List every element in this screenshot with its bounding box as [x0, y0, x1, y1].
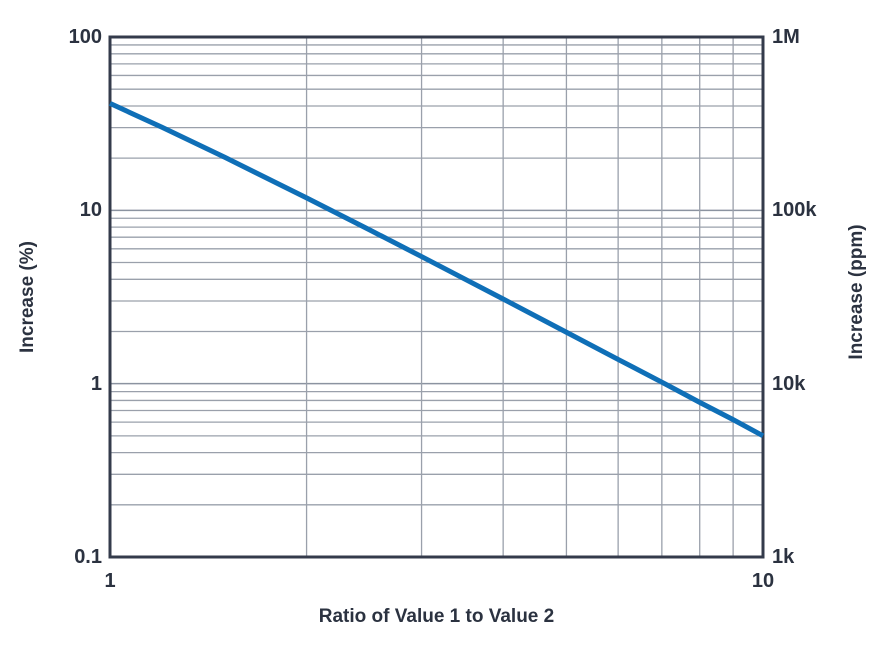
- left-axis-tick-label: 10: [79, 199, 102, 221]
- left-axis-tick-label: 1: [90, 373, 102, 395]
- right-axis-tick-label: 1M: [772, 26, 800, 48]
- right-axis-tick-label: 100k: [772, 199, 817, 221]
- left-axis-tick-label: 100: [68, 26, 102, 48]
- right-axis-tick-label: 10k: [772, 373, 806, 395]
- x-axis-title: Ratio of Value 1 to Value 2: [318, 606, 555, 627]
- x-axis-tick-label: 1: [104, 570, 116, 592]
- left-axis-tick-label: 0.1: [74, 546, 102, 568]
- right-axis-tick-label: 1k: [772, 546, 795, 568]
- left-y-axis-title: Increase (%): [17, 241, 38, 353]
- x-axis-tick-label: 10: [751, 570, 775, 592]
- right-y-axis-title: Increase (ppm): [846, 224, 867, 360]
